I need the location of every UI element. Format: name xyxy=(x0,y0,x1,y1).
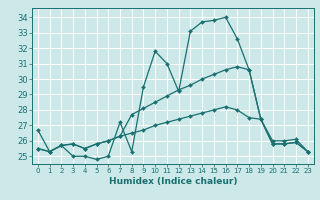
X-axis label: Humidex (Indice chaleur): Humidex (Indice chaleur) xyxy=(108,177,237,186)
